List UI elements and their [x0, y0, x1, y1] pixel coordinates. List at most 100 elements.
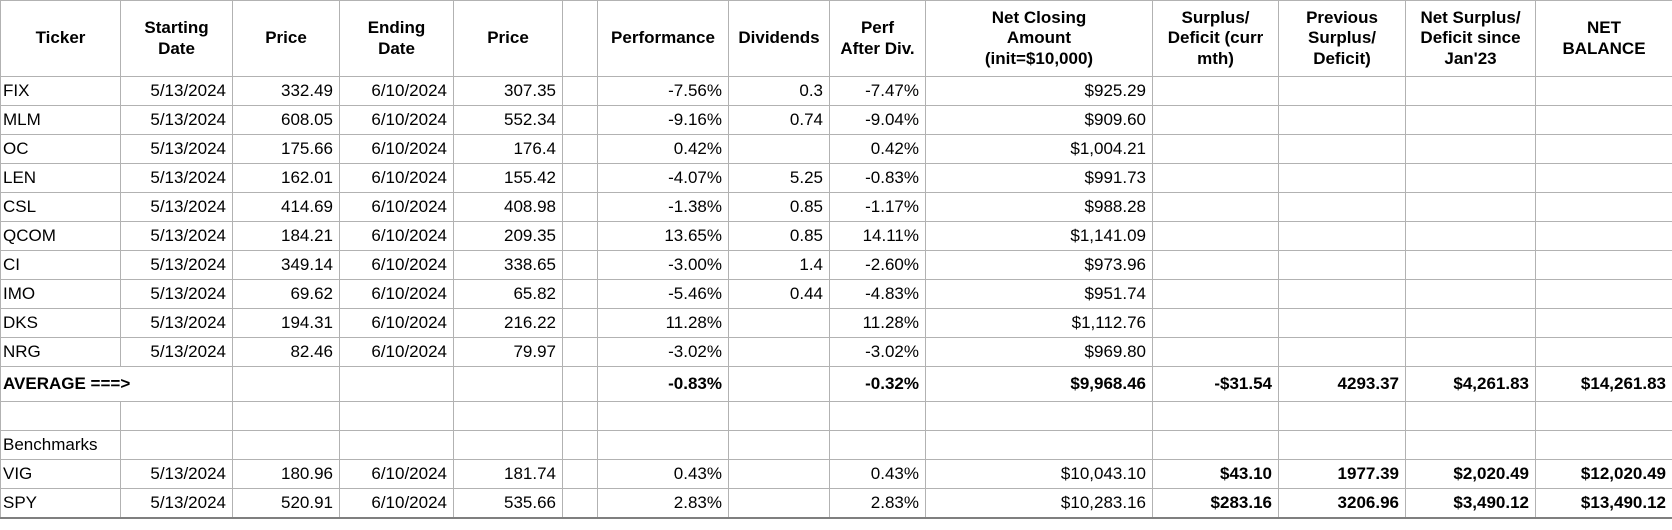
cell[interactable]: 162.01 [232, 163, 340, 193]
cell[interactable]: 5/13/2024 [120, 250, 233, 280]
cell[interactable]: 216.22 [453, 308, 563, 338]
cell[interactable]: $973.96 [925, 250, 1153, 280]
cell[interactable]: $283.16 [1152, 488, 1279, 518]
cell[interactable]: FIX [0, 76, 121, 106]
column-header[interactable]: Price [453, 0, 563, 77]
cell[interactable] [562, 250, 598, 280]
cell[interactable] [1535, 134, 1672, 164]
cell[interactable]: -7.56% [597, 76, 729, 106]
cell[interactable] [1278, 221, 1406, 251]
cell[interactable] [728, 401, 830, 431]
cell[interactable] [925, 401, 1153, 431]
cell[interactable] [1152, 105, 1279, 135]
column-header[interactable]: Ticker [0, 0, 121, 77]
cell[interactable] [1405, 308, 1536, 338]
cell[interactable]: 6/10/2024 [339, 308, 454, 338]
cell[interactable] [562, 76, 598, 106]
cell[interactable]: $1,004.21 [925, 134, 1153, 164]
cell[interactable] [1535, 308, 1672, 338]
cell[interactable] [1535, 430, 1672, 460]
cell[interactable]: 0.43% [829, 459, 926, 489]
cell[interactable]: 6/10/2024 [339, 192, 454, 222]
cell[interactable] [232, 366, 340, 402]
cell[interactable]: 0.85 [728, 192, 830, 222]
cell[interactable] [1405, 105, 1536, 135]
cell[interactable] [925, 430, 1153, 460]
cell[interactable] [1278, 192, 1406, 222]
cell[interactable]: 6/10/2024 [339, 134, 454, 164]
cell[interactable]: 0.3 [728, 76, 830, 106]
cell[interactable]: -5.46% [597, 279, 729, 309]
cell[interactable]: -1.17% [829, 192, 926, 222]
cell[interactable]: $10,043.10 [925, 459, 1153, 489]
cell[interactable] [1152, 192, 1279, 222]
cell[interactable] [1405, 430, 1536, 460]
cell[interactable]: 1977.39 [1278, 459, 1406, 489]
cell[interactable]: 65.82 [453, 279, 563, 309]
cell[interactable] [728, 337, 830, 367]
cell[interactable]: -4.07% [597, 163, 729, 193]
cell[interactable]: 535.66 [453, 488, 563, 518]
cell[interactable]: CSL [0, 192, 121, 222]
cell[interactable]: MLM [0, 105, 121, 135]
cell[interactable]: -0.32% [829, 366, 926, 402]
cell[interactable]: 79.97 [453, 337, 563, 367]
cell[interactable] [1405, 250, 1536, 280]
cell[interactable]: 5/13/2024 [120, 279, 233, 309]
column-header[interactable]: Price [232, 0, 340, 77]
cell[interactable] [562, 105, 598, 135]
cell[interactable] [1152, 430, 1279, 460]
cell[interactable]: 332.49 [232, 76, 340, 106]
cell[interactable] [1152, 221, 1279, 251]
cell[interactable]: 4293.37 [1278, 366, 1406, 402]
cell[interactable]: 6/10/2024 [339, 105, 454, 135]
cell[interactable]: -7.47% [829, 76, 926, 106]
cell[interactable] [728, 459, 830, 489]
cell[interactable]: -1.38% [597, 192, 729, 222]
cell[interactable]: 0.74 [728, 105, 830, 135]
cell[interactable]: 5/13/2024 [120, 459, 233, 489]
cell[interactable]: $12,020.49 [1535, 459, 1672, 489]
cell[interactable]: 5/13/2024 [120, 163, 233, 193]
cell[interactable] [453, 430, 563, 460]
cell[interactable]: 11.28% [829, 308, 926, 338]
cell[interactable]: VIG [0, 459, 121, 489]
cell[interactable]: CI [0, 250, 121, 280]
cell[interactable] [1405, 192, 1536, 222]
cell[interactable]: $4,261.83 [1405, 366, 1536, 402]
cell[interactable]: 2.83% [829, 488, 926, 518]
cell[interactable] [1405, 337, 1536, 367]
cell[interactable] [829, 401, 926, 431]
cell[interactable]: -0.83% [829, 163, 926, 193]
cell[interactable]: -9.16% [597, 105, 729, 135]
cell[interactable]: 0.44 [728, 279, 830, 309]
cell[interactable] [1405, 221, 1536, 251]
cell[interactable]: $951.74 [925, 279, 1153, 309]
cell[interactable]: 608.05 [232, 105, 340, 135]
cell[interactable]: LEN [0, 163, 121, 193]
cell[interactable]: Benchmarks [0, 430, 121, 460]
cell[interactable]: -0.83% [597, 366, 729, 402]
cell[interactable] [120, 366, 233, 402]
cell[interactable] [1278, 279, 1406, 309]
cell[interactable]: $9,968.46 [925, 366, 1153, 402]
cell[interactable]: 13.65% [597, 221, 729, 251]
column-header[interactable]: NET BALANCE [1535, 0, 1672, 77]
cell[interactable] [1152, 337, 1279, 367]
cell[interactable] [1278, 134, 1406, 164]
column-header[interactable]: Dividends [728, 0, 830, 77]
cell[interactable]: $10,283.16 [925, 488, 1153, 518]
column-header[interactable]: Surplus/ Deficit (curr mth) [1152, 0, 1279, 77]
cell[interactable]: 82.46 [232, 337, 340, 367]
cell[interactable]: 175.66 [232, 134, 340, 164]
cell[interactable]: -4.83% [829, 279, 926, 309]
cell[interactable]: $988.28 [925, 192, 1153, 222]
cell[interactable] [562, 366, 598, 402]
cell[interactable] [1405, 76, 1536, 106]
cell[interactable]: 5/13/2024 [120, 134, 233, 164]
cell[interactable]: 5/13/2024 [120, 221, 233, 251]
cell[interactable]: 6/10/2024 [339, 459, 454, 489]
cell[interactable]: 5/13/2024 [120, 105, 233, 135]
cell[interactable] [1152, 308, 1279, 338]
cell[interactable] [1405, 279, 1536, 309]
